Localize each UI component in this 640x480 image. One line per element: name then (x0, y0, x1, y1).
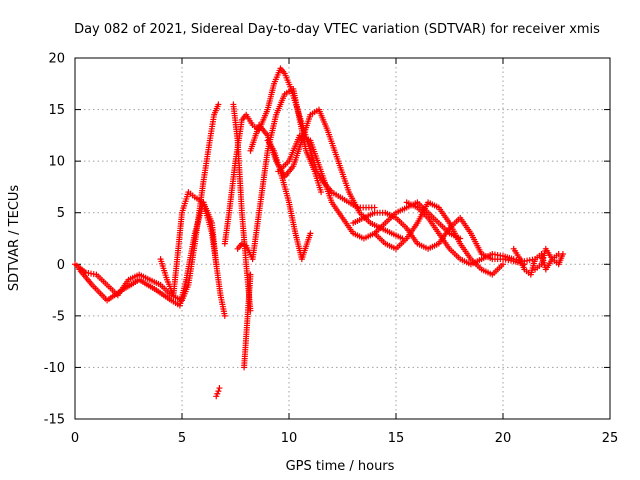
x-tick-label: 15 (388, 431, 405, 446)
series-trace-12 (350, 209, 528, 268)
data-point (215, 388, 222, 395)
y-axis-label: SDTVAR / TECUs (7, 185, 22, 292)
data-point (500, 261, 506, 268)
series-trace-4 (213, 385, 223, 400)
data-point (318, 189, 325, 196)
series-trace-11 (264, 137, 314, 263)
series-trace-13 (371, 199, 506, 278)
x-tick-label: 20 (495, 431, 512, 446)
series-trace-16 (532, 245, 566, 273)
data-point (216, 385, 223, 392)
data-point (215, 101, 222, 108)
axis-ticks: 0 5 10 15 20 25 -15 -10 -5 0 5 10 15 20 (44, 52, 619, 447)
series-trace-14 (403, 199, 539, 268)
data-points (72, 65, 566, 400)
y-tick-label: 0 (57, 258, 65, 273)
y-tick-label: -5 (52, 309, 65, 324)
x-tick-label: 5 (178, 431, 186, 446)
series-trace-2 (76, 199, 220, 309)
data-point (559, 250, 566, 257)
x-tick-label: 10 (281, 431, 298, 446)
series-trace-9 (247, 106, 406, 242)
data-point (221, 312, 228, 319)
x-axis-label: GPS time / hours (286, 459, 395, 474)
series-trace-6 (230, 101, 254, 314)
y-tick-label: 10 (48, 155, 65, 170)
y-tick-label: -15 (44, 413, 65, 428)
plot-frame (74, 57, 611, 420)
y-tick-label: -10 (44, 361, 65, 376)
x-tick-label: 25 (602, 431, 619, 446)
series-trace-3 (157, 189, 228, 319)
y-tick-label: 20 (48, 52, 65, 67)
grid-lines (75, 58, 610, 419)
y-tick-label: 5 (57, 206, 65, 221)
x-tick-label: 0 (71, 431, 79, 446)
data-point (247, 271, 254, 278)
series-trace-7 (241, 271, 254, 371)
data-point (371, 204, 378, 211)
y-tick-label: 15 (48, 103, 65, 118)
chart-title: Day 082 of 2021, Sidereal Day-to-day VTE… (74, 22, 600, 37)
data-point (307, 230, 314, 237)
